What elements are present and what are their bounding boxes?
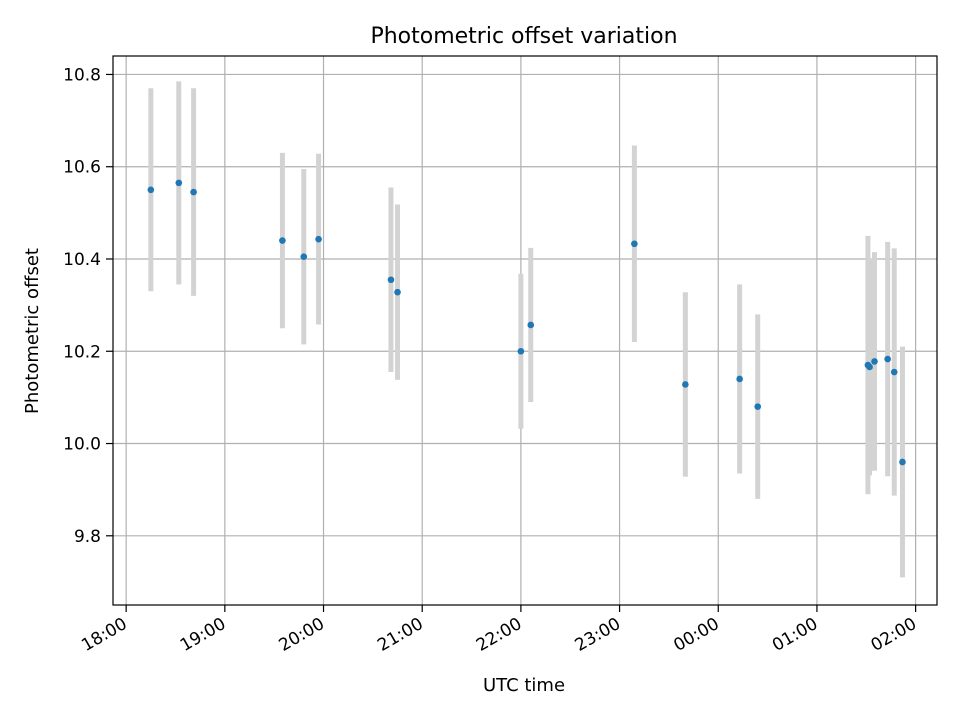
data-point xyxy=(754,403,762,410)
data-point xyxy=(394,288,401,296)
data-point xyxy=(866,363,873,371)
data-point xyxy=(890,368,898,376)
y-tick-label: 10.2 xyxy=(63,342,101,362)
data-point xyxy=(527,321,535,329)
data-point xyxy=(884,355,891,363)
data-point xyxy=(175,179,183,187)
y-tick-label: 10.0 xyxy=(63,435,101,455)
y-axis-label: Photometric offset xyxy=(22,248,43,414)
data-point xyxy=(682,381,689,388)
data-point xyxy=(736,375,743,383)
data-point xyxy=(387,276,395,284)
data-point xyxy=(300,253,308,260)
y-tick-label: 10.8 xyxy=(63,65,101,85)
data-point xyxy=(279,237,286,244)
y-tick-label: 10.4 xyxy=(63,250,101,270)
data-point xyxy=(517,347,525,355)
chart-title: Photometric offset variation xyxy=(370,24,677,49)
y-tick-label: 9.8 xyxy=(74,527,101,547)
data-point xyxy=(315,235,322,243)
y-tick-label: 10.6 xyxy=(63,158,101,178)
data-point xyxy=(190,188,197,196)
data-point xyxy=(631,240,638,248)
data-point xyxy=(899,458,906,466)
plot-frame xyxy=(112,55,938,606)
data-points xyxy=(147,179,906,466)
data-point xyxy=(871,358,878,365)
x-axis-label: UTC time xyxy=(483,675,565,696)
data-point xyxy=(147,186,155,194)
